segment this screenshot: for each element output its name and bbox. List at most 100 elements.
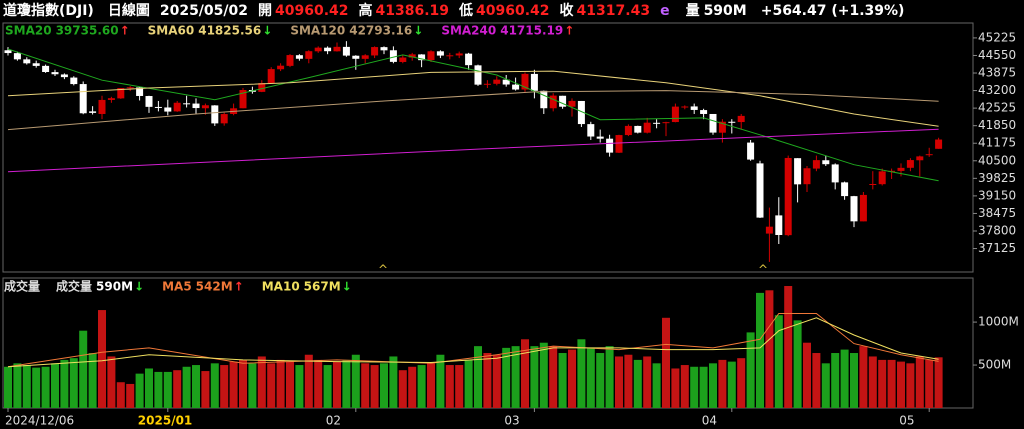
volume-bar — [840, 349, 849, 408]
volume-bar — [220, 365, 229, 408]
candle-body — [418, 54, 426, 61]
candle-body — [587, 124, 595, 137]
volume-bar — [530, 346, 539, 408]
volume-bar — [295, 365, 304, 408]
legend-name: SMA60 — [148, 24, 195, 38]
legend-name: SMA20 — [5, 24, 52, 38]
candle-body — [305, 51, 313, 59]
volume-bar — [267, 363, 276, 408]
candle-body — [831, 164, 839, 183]
volume-bar — [934, 357, 943, 408]
candle-body — [333, 46, 341, 52]
field-value: 41386.19 — [376, 3, 450, 19]
y-tick-label: 41175 — [978, 136, 1016, 150]
y-tick-label: 37125 — [978, 241, 1016, 255]
volume-bar — [906, 363, 915, 408]
candle-body — [709, 113, 717, 133]
volume-bar — [4, 366, 12, 408]
volume-bar — [32, 367, 41, 408]
volume-bar — [60, 359, 69, 408]
volume-bar — [314, 359, 323, 408]
ma-line — [7, 317, 939, 368]
flag: e — [660, 3, 670, 19]
volume-bar — [445, 365, 454, 408]
candle-body — [295, 55, 303, 59]
volume-bar — [774, 315, 783, 408]
volume-bar — [483, 353, 492, 408]
volume-bar — [568, 349, 576, 408]
volume-bar — [88, 353, 97, 408]
candle-body — [615, 135, 623, 153]
candle-body — [352, 55, 360, 59]
candle-body — [718, 121, 726, 133]
candle-body — [42, 65, 50, 73]
volume-bar — [868, 356, 877, 408]
candle-body — [765, 226, 773, 234]
candle-body — [107, 98, 115, 100]
candle-body — [51, 72, 59, 75]
candle-body — [662, 122, 670, 124]
volume-bar — [342, 359, 351, 408]
candle-body — [286, 55, 294, 66]
candle-body — [389, 50, 397, 62]
volume-bar — [69, 358, 78, 408]
legend-trend: ↓ — [262, 24, 272, 38]
volume-bar — [624, 354, 633, 408]
volume-bar — [276, 359, 285, 408]
candle-body — [530, 73, 538, 91]
candle-body — [324, 47, 332, 52]
legend-trend: ↑ — [120, 24, 130, 38]
volume-bar — [22, 365, 31, 408]
candle-body — [427, 51, 435, 61]
volume-bar — [79, 330, 88, 408]
volume-bar — [145, 368, 153, 408]
volume-bar — [605, 346, 614, 408]
candle-body — [869, 184, 877, 186]
candle-body — [606, 138, 614, 153]
x-tick-label: 02 — [326, 414, 341, 428]
volume-bar — [737, 358, 746, 408]
candle-body — [220, 114, 228, 124]
candle-body — [897, 167, 905, 171]
candle-body — [201, 105, 209, 109]
candle-body — [164, 107, 172, 112]
candle-body — [512, 84, 520, 90]
volume-bar — [699, 366, 708, 408]
volume-bar — [248, 363, 257, 408]
volume-bar — [615, 356, 623, 408]
y-tick-label: 44550 — [978, 48, 1016, 62]
legend-name: MA10 — [262, 280, 300, 294]
candle-body — [502, 79, 510, 85]
volume-bar — [398, 370, 407, 408]
candle-body — [728, 121, 736, 123]
field-value: 40960.42 — [275, 3, 349, 19]
candle-body — [935, 139, 943, 149]
marker: ^ — [758, 263, 768, 277]
ma-line — [7, 90, 939, 131]
volume-bar — [323, 365, 332, 408]
candle-body — [925, 154, 933, 156]
volume-bar — [286, 361, 294, 408]
volume-bar — [539, 342, 548, 408]
price-panel — [2, 22, 974, 273]
volume-bar — [897, 361, 905, 408]
legend-name: SMA240 — [441, 24, 496, 38]
volume-bar — [173, 370, 182, 408]
volume-bar — [831, 353, 840, 408]
volume-bar — [671, 368, 680, 408]
header: 道瓊指數(DJI) 日線圖 2025/05/02 開 40960.42 高 41386.19… — [3, 2, 904, 19]
volume: 590M — [704, 3, 747, 19]
y-tick-label: 1000M — [978, 315, 1019, 329]
volume-bar — [690, 366, 699, 408]
candle-body — [13, 53, 21, 60]
candle-body — [474, 65, 482, 85]
legend-trend: ↓ — [134, 280, 144, 294]
legend-name: SMA120 — [290, 24, 345, 38]
candle-body — [756, 163, 764, 218]
volume-bar — [521, 339, 529, 408]
change: +564.47 (+1.39%) — [761, 3, 905, 19]
candle-body — [493, 79, 501, 84]
volume-bar — [192, 365, 200, 408]
volume-bar — [351, 354, 360, 408]
volume-bar — [850, 353, 858, 408]
